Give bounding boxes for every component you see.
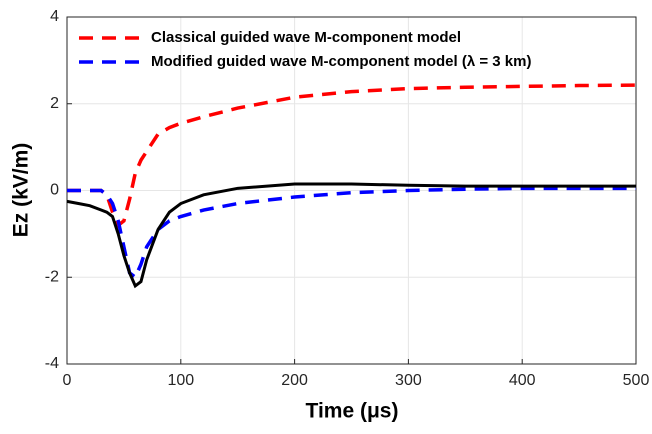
y-tick-label: -2 [45,268,59,285]
x-tick-label: 100 [167,372,194,389]
legend-label: Modified guided wave M-component model (… [151,53,531,70]
y-axis-label: Ez (kV/m) [10,143,33,238]
x-tick-label: 300 [395,372,422,389]
x-tick-label: 0 [63,372,72,389]
y-tick-label: 0 [50,182,59,199]
x-tick-label: 200 [281,372,308,389]
y-tick-label: 4 [50,8,59,25]
series-line [66,182,636,289]
x-tick-label: 400 [509,372,536,389]
x-tick-label: 500 [623,372,650,389]
legend-label: Classical guided wave M-component model [151,29,461,46]
series-line [67,83,637,228]
y-tick-label: 2 [50,95,59,112]
y-tick-label: -4 [45,355,59,372]
x-axis-label: Time (μs) [306,400,399,423]
series-line [67,186,636,280]
